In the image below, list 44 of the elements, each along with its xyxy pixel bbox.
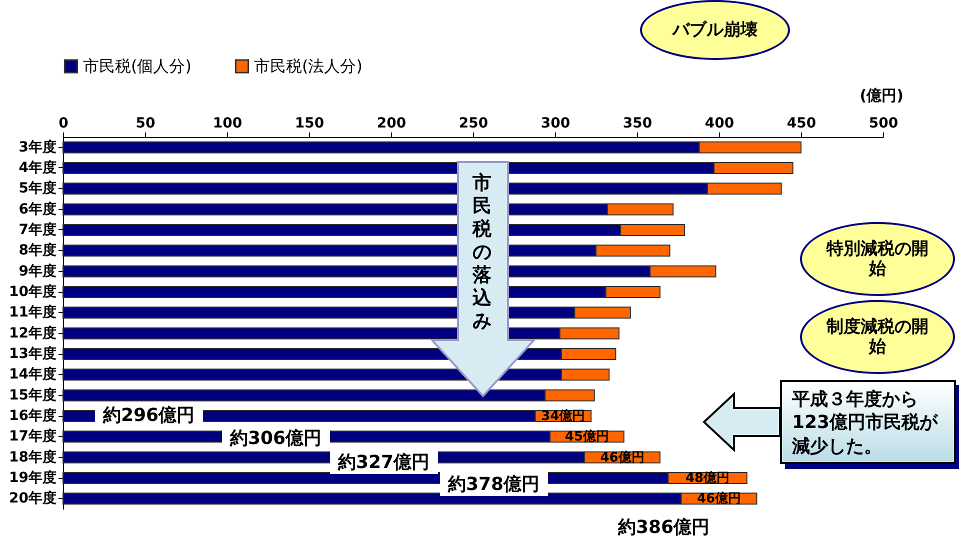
x-tick-label: 400 <box>704 116 734 132</box>
x-tick-label: 150 <box>294 116 324 132</box>
data-label: 46億円 <box>600 449 644 466</box>
y-tick-label: 7年度 <box>18 221 56 238</box>
y-tick-label: 12年度 <box>9 324 56 342</box>
y-tick-label: 6年度 <box>18 200 56 218</box>
x-axis-title: (億円) <box>860 86 904 104</box>
y-tick-label: 15年度 <box>9 386 56 404</box>
y-tick-label: 3年度 <box>18 138 56 156</box>
annotation: 市民税の落込み <box>472 172 492 333</box>
annotation: 約306億円 <box>222 426 330 450</box>
x-tick-label: 300 <box>540 116 570 132</box>
annotation: 約378億円 <box>440 472 548 496</box>
data-label: 45億円 <box>564 428 610 445</box>
text: 約386億円 <box>610 515 718 539</box>
x-tick-label: 500 <box>868 116 898 132</box>
x-tick-label: 350 <box>622 116 652 132</box>
x-tick-label: 200 <box>376 116 406 132</box>
y-tick-label: 9年度 <box>18 262 56 280</box>
y-tick-label: 18年度 <box>9 448 56 466</box>
annotation: 約327億円 <box>330 450 438 474</box>
data-label: 34億円 <box>541 408 586 424</box>
legend-label: 市民税(法人分) <box>254 56 362 76</box>
data-label: 48億円 <box>685 470 730 486</box>
x-tick-label: 0 <box>58 116 69 132</box>
x-tick-label: 100 <box>212 116 242 132</box>
y-tick-label: 14年度 <box>9 366 56 383</box>
y-tick-label: 8年度 <box>18 242 56 259</box>
annotation: 約296億円 <box>95 403 203 427</box>
x-tick-label: 50 <box>136 116 156 132</box>
y-tick-label: 11年度 <box>9 304 56 321</box>
data-label: 46億円 <box>696 490 742 507</box>
y-tick-label: 16年度 <box>9 407 56 424</box>
y-tick-label: 20年度 <box>9 490 56 507</box>
annotation: 平成３年度から123億円市民税が減少した。 <box>780 380 956 464</box>
y-tick-label: 19年度 <box>9 469 56 486</box>
y-tick-label: 10年度 <box>9 283 56 300</box>
y-tick-label: 4年度 <box>18 159 56 176</box>
y-tick-label: 17年度 <box>9 428 56 445</box>
legend-label: 市民税(個人分) <box>83 56 192 76</box>
x-tick-label: 250 <box>458 116 488 132</box>
y-tick-label: 5年度 <box>18 180 56 197</box>
x-tick-label: 450 <box>786 116 816 132</box>
y-tick-label: 13年度 <box>9 345 56 362</box>
